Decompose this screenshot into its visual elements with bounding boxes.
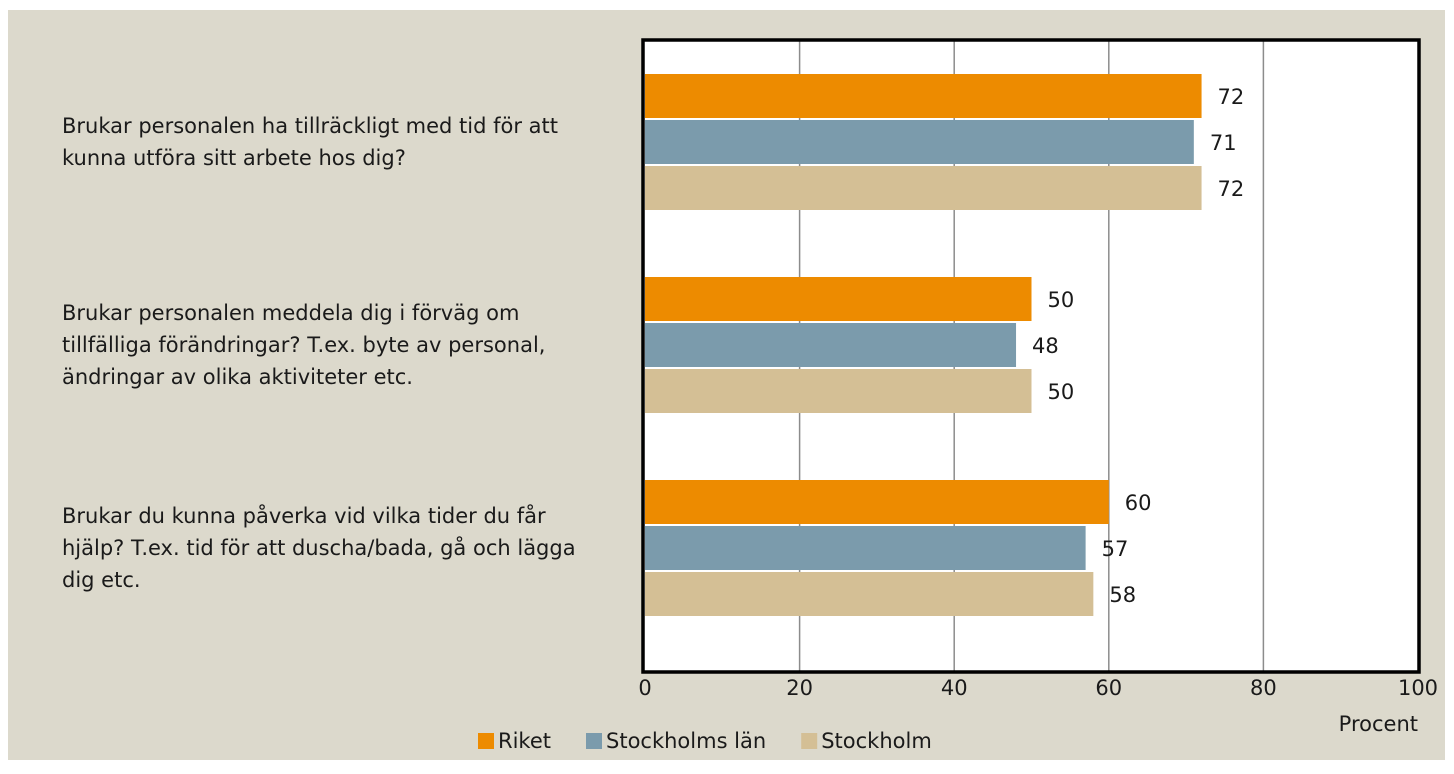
x-tick-label: 100 xyxy=(1398,676,1438,700)
bar xyxy=(645,369,1032,413)
x-tick-label: 20 xyxy=(786,676,813,700)
bar xyxy=(645,166,1202,210)
legend-label: Riket xyxy=(498,729,551,753)
legend-swatch xyxy=(586,733,602,749)
x-tick-label: 60 xyxy=(1095,676,1122,700)
x-tick-label: 80 xyxy=(1250,676,1277,700)
legend-swatch xyxy=(801,733,818,749)
value-label: 71 xyxy=(1210,131,1237,155)
legend-label: Stockholms län xyxy=(606,729,766,753)
x-tick-label: 40 xyxy=(941,676,968,700)
bar xyxy=(645,120,1194,164)
value-label: 58 xyxy=(1109,583,1136,607)
bar xyxy=(645,277,1032,321)
legend-swatch xyxy=(478,733,494,749)
bar xyxy=(645,526,1086,570)
bar xyxy=(645,480,1109,524)
legend-label: Stockholm xyxy=(821,729,932,753)
value-label: 57 xyxy=(1102,537,1129,561)
bar xyxy=(645,572,1094,616)
value-label: 50 xyxy=(1048,288,1075,312)
x-axis-label: Procent xyxy=(1339,712,1418,736)
value-label: 60 xyxy=(1125,491,1152,515)
value-label: 72 xyxy=(1218,177,1245,201)
value-label: 72 xyxy=(1218,85,1245,109)
bar xyxy=(645,323,1017,367)
value-label: 48 xyxy=(1032,334,1059,358)
x-tick-label: 0 xyxy=(638,676,651,700)
plot-border xyxy=(641,38,1421,674)
bar xyxy=(645,74,1202,118)
category-label: Brukar personalen meddela dig i förväg o… xyxy=(62,301,546,389)
category-label: Brukar du kunna påverka vid vilka tider … xyxy=(62,504,576,592)
value-label: 50 xyxy=(1048,380,1075,404)
category-label: Brukar personalen ha tillräckligt med ti… xyxy=(62,114,558,170)
